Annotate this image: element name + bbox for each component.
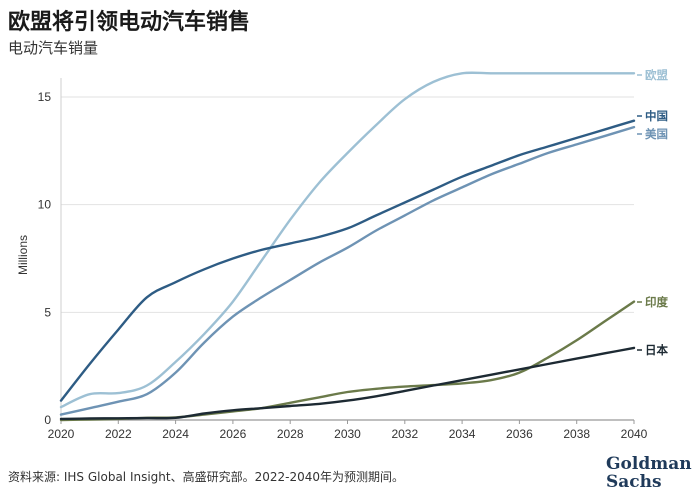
series-line-2 [59, 125, 636, 416]
x-tick-labels: 2020 2022 2024 2026 2028 2030 2032 2034 2036 2038… [48, 420, 648, 441]
x-tick-label: 2028 [277, 427, 304, 441]
source-note: 资料来源: IHS Global Insight、高盛研究部。2022-2040… [8, 470, 405, 484]
series-label: 印度 [645, 295, 668, 309]
x-tick-label: 2020 [48, 427, 75, 441]
x-tick-label: 2024 [162, 427, 189, 441]
x-tick-label: 2040 [621, 427, 648, 441]
series-line-4 [59, 346, 636, 421]
chart-subtitle: 电动汽车销量 [8, 39, 99, 57]
goldman-sachs-logo: Goldman Sachs [606, 455, 692, 491]
y-axis-label: Millions [16, 235, 30, 275]
x-tick-label: 2038 [563, 427, 590, 441]
series-label: 日本 [645, 343, 668, 357]
y-tick-label: 15 [38, 90, 52, 104]
series-label: 中国 [645, 109, 668, 123]
series-line-0 [59, 71, 636, 409]
x-tick-label: 2030 [334, 427, 361, 441]
x-tick-label: 2036 [506, 427, 533, 441]
y-tick-labels: 0 5 10 15 [38, 90, 52, 427]
y-tick-label: 0 [44, 413, 51, 427]
series-lines [59, 71, 636, 422]
y-tick-label: 5 [44, 305, 51, 319]
chart-title: 欧盟将引领电动汽车销售 [8, 10, 251, 35]
logo-line-2: Sachs [606, 472, 662, 492]
series-label: 美国 [645, 127, 668, 141]
series-line-1 [59, 119, 636, 402]
x-tick-label: 2022 [105, 427, 132, 441]
x-tick-label: 2034 [449, 427, 476, 441]
x-tick-label: 2026 [220, 427, 247, 441]
y-tick-label: 10 [38, 198, 52, 212]
series-line-3 [59, 300, 636, 422]
logo-line-1: Goldman [606, 454, 692, 474]
x-tick-label: 2032 [391, 427, 418, 441]
series-label: 欧盟 [645, 68, 668, 82]
